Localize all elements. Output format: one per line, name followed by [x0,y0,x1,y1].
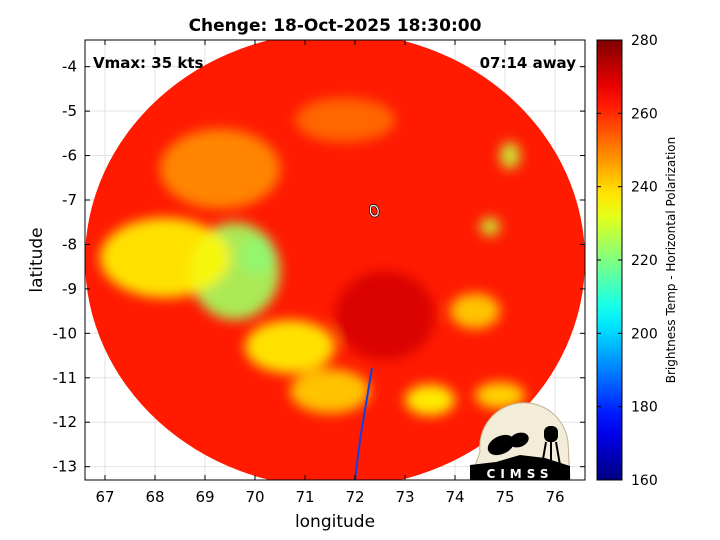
satellite-dish-icon [487,434,515,456]
x-tick-label: 75 [495,488,514,506]
brightness-feature [335,271,435,360]
swath-image [85,40,585,480]
y-tick-label: -12 [53,413,78,431]
y-tick-label: -13 [53,458,78,476]
storm-center-marker [369,204,380,218]
y-tick-label: -8 [62,235,77,253]
time-away-annotation: 07:14 away [480,54,577,72]
brightness-feature [480,217,500,236]
satellite-dish-icon [509,432,529,448]
logo-base [470,455,570,480]
water-tower-icon [544,426,558,442]
brightness-feature [405,384,455,416]
chart-title: Chenge: 18-Oct-2025 18:30:00 [189,16,482,36]
brightness-feature [290,368,370,414]
y-tick-label: -10 [53,324,78,342]
colorbar-tick-label: 240 [631,180,658,196]
x-tick-label: 67 [95,488,114,506]
x-tick-label: 74 [445,488,464,506]
colorbar-tick-label: 160 [631,473,658,489]
brightness-feature [500,142,520,169]
colorbar-tick-label: 200 [631,326,658,342]
x-axis: 67 68 69 70 71 72 73 74 75 76 [95,40,565,506]
brightness-feature [295,97,395,143]
x-tick-label: 71 [295,488,314,506]
brightness-feature [475,382,525,409]
y-tick-label: -7 [62,191,77,209]
colorbar-tick-label: 180 [631,400,658,416]
brightness-features [100,97,525,416]
brightness-feature [160,128,280,209]
cimss-logo: CIMSS [469,402,571,481]
brightness-feature [245,320,335,374]
storm-center-marker-inner [369,205,379,217]
logo-text: CIMSS [487,467,554,481]
colorbar-label: Brightness Temp - Horizontal Polarizatio… [664,137,678,384]
y-tick-label: -6 [62,147,77,165]
x-tick-label: 69 [195,488,214,506]
y-axis-label: latitude [27,227,47,292]
colorbar-tick-label: 260 [631,106,658,122]
x-tick-label: 73 [395,488,414,506]
vmax-annotation: Vmax: 35 kts [93,54,203,72]
plot-frame [84,39,586,481]
brightness-feature [100,217,230,298]
y-tick-label: -5 [62,102,77,120]
y-tick-label: -4 [62,58,77,76]
y-tick-label: -11 [53,369,78,387]
x-tick-label: 68 [145,488,164,506]
brightness-feature [450,293,500,329]
colorbar-tick-label: 280 [631,33,658,49]
colorbar-tick-label: 220 [631,253,658,269]
colorbar-ticks: 280 260 240 220 200 180 160 [597,33,658,489]
x-tick-label: 70 [245,488,264,506]
y-tick-label: -9 [62,280,77,298]
swath-seam [354,367,373,480]
x-tick-label: 72 [345,488,364,506]
y-axis: -4 -5 -6 -7 -8 -9 -10 -11 -12 -13 [53,58,585,476]
x-axis-label: longitude [295,512,375,532]
x-tick-label: 76 [545,488,564,506]
